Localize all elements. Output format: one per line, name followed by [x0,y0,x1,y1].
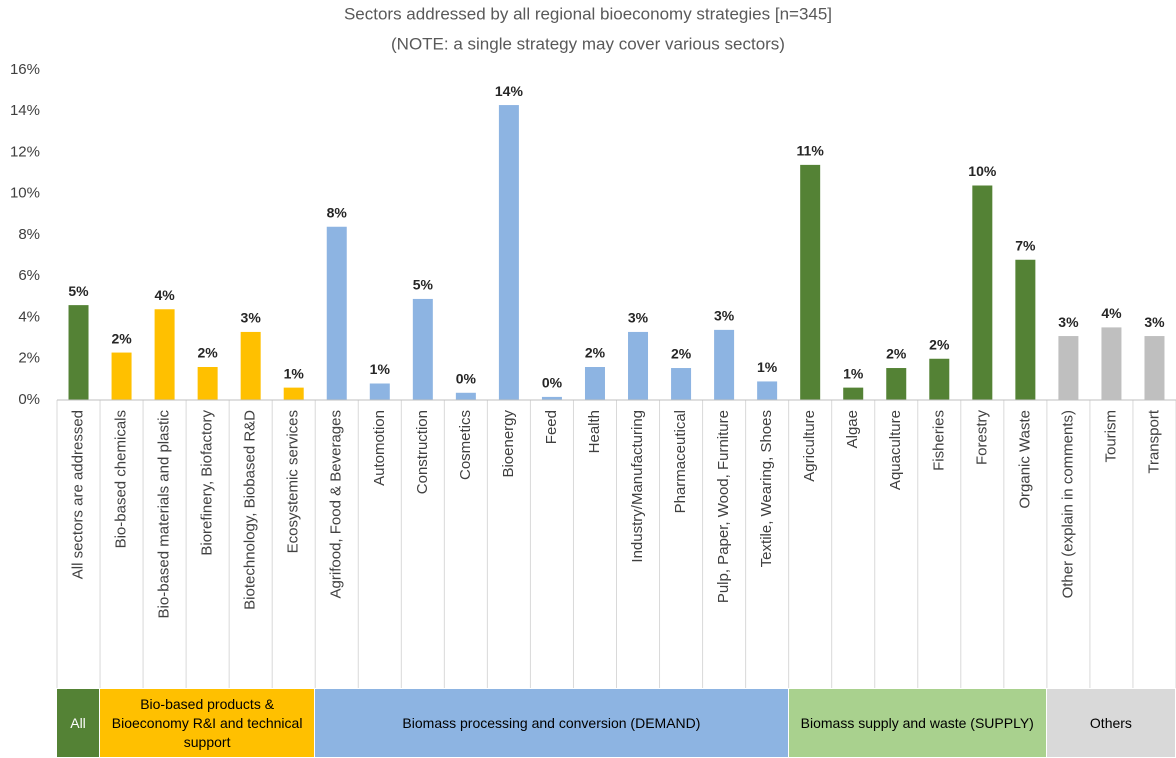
bar [455,392,476,400]
value-label: 4% [1101,305,1122,321]
x-tick-label: Biotechnology, Biobased R&D [242,410,259,610]
x-tick-label: Organic Waste [1016,410,1033,509]
x-tick-label: Tourism [1102,410,1119,463]
value-label: 7% [1015,237,1036,253]
bar [1058,336,1079,400]
x-tick-label: Algae [844,410,861,448]
bar [886,368,907,400]
value-label: 2% [671,346,692,362]
bar [197,367,218,400]
group-label: Others [1046,689,1176,757]
value-label: 1% [757,359,778,375]
bar [714,329,735,400]
y-tick-label: 6% [18,267,40,284]
value-label: 2% [111,330,132,346]
x-tick-label: Agrifood, Food & Beverages [328,410,345,598]
value-label: 1% [284,365,305,381]
x-tick-label: All sectors are addressed [69,410,86,579]
value-label: 2% [198,345,219,361]
bar [240,331,261,400]
value-label: 1% [843,365,864,381]
bar [628,331,649,400]
value-label: 0% [542,375,563,391]
x-tick-label: Agriculture [801,410,818,482]
x-tick-label: Feed [543,410,560,444]
x-tick-label: Automotion [371,410,388,486]
y-tick-label: 14% [10,102,40,119]
x-tick-label: Textile, Wearing, Shoes [758,410,775,567]
x-tick-label: Industry/Manufacturing [629,410,646,563]
bar [412,298,433,400]
bar [929,358,950,400]
value-label: 3% [1058,314,1079,330]
x-tick-label: Fisheries [930,410,947,471]
group-label: Biomass processing and conversion (DEMAN… [315,689,789,757]
x-tick-label: Other (explain in comments) [1059,410,1076,598]
y-tick-label: 8% [18,226,40,243]
y-tick-label: 10% [10,185,40,202]
value-label: 2% [886,346,907,362]
y-tick-label: 4% [18,308,40,325]
chart-title: Sectors addressed by all regional bioeco… [344,4,832,23]
x-tick-label: Health [586,410,603,453]
bar [843,387,864,400]
x-tick-label: Aquaculture [887,410,904,490]
value-label: 2% [929,336,950,352]
value-label: 14% [495,83,524,99]
bar [283,387,304,400]
bar [498,105,519,400]
y-tick-label: 0% [18,391,40,408]
value-label: 3% [628,310,649,326]
x-tick-label: Biorefinery, Biofactory [199,410,216,556]
bar [1101,327,1122,400]
value-label: 0% [456,370,477,386]
x-tick-label: Construction [414,410,431,494]
x-tick-label: Pharmaceutical [672,410,689,513]
x-tick-label: Forestry [973,410,990,466]
bar [800,164,821,400]
value-label: 10% [968,163,997,179]
value-label: 5% [413,277,434,293]
y-tick-label: 12% [10,143,40,160]
bar [1144,336,1165,400]
x-tick-label: Bio-based chemicals [113,410,130,548]
value-label: 3% [714,308,735,324]
value-label: 2% [585,345,606,361]
bar [541,396,562,400]
bar [111,352,132,400]
value-label: 4% [154,287,175,303]
y-tick-label: 2% [18,350,40,367]
x-tick-label: Bioenergy [500,410,517,478]
group-label: All [57,689,101,757]
x-tick-label: Transport [1145,409,1162,473]
bar [326,226,347,400]
x-tick-label: Ecosystemic services [285,410,302,553]
value-label: 11% [797,143,825,159]
x-tick-label: Pulp, Paper, Wood, Furniture [715,410,732,603]
x-tick-label: Cosmetics [457,410,474,480]
chart-subtitle: (NOTE: a single strategy may cover vario… [391,34,785,53]
bar [584,367,605,400]
value-label: 3% [241,310,262,326]
bar [369,383,390,400]
x-tick-label: Bio-based materials and plastic [156,410,173,619]
bar [671,368,692,400]
bar [68,305,89,400]
value-label: 3% [1144,314,1165,330]
group-label: Bio-based products & Bioeconomy R&I and … [100,689,316,757]
value-label: 8% [327,204,348,220]
bar [154,309,175,400]
y-tick-label: 16% [10,61,40,78]
bar [1015,259,1036,400]
value-label: 5% [68,283,89,299]
bar [972,185,993,400]
bar [757,381,778,400]
group-label: Biomass supply and waste (SUPPLY) [788,689,1047,757]
value-label: 1% [370,361,391,377]
